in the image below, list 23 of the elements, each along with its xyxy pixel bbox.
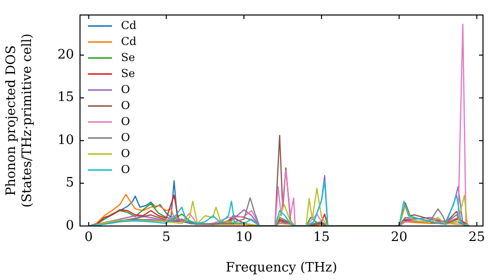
legend-label: Cd <box>121 34 136 48</box>
legend-label: O <box>121 98 130 112</box>
x-tick-label: 15 <box>313 230 330 246</box>
y-tick-label: 20 <box>57 48 74 63</box>
legend-label: Se <box>121 50 136 64</box>
x-tick-label: 25 <box>468 230 486 246</box>
x-tick-label: 5 <box>162 230 170 246</box>
legend-label: Cd <box>121 18 136 32</box>
y-axis-title: Phonon projected DOS (States/THz·primitive cell) <box>4 33 35 208</box>
x-tick-label: 10 <box>236 230 252 246</box>
legend-label: Se <box>121 66 136 80</box>
legend-label: O <box>121 82 130 96</box>
y-tick-label: 0 <box>66 218 74 234</box>
x-axis-title: Frequency (THz) <box>226 260 338 276</box>
legend-label: O <box>121 146 130 160</box>
x-tick-label: 20 <box>390 230 408 246</box>
y-tick-label: 10 <box>57 132 74 148</box>
legend-label: O <box>121 114 130 128</box>
y-tick-label: 5 <box>66 176 74 191</box>
y-tick-label: 15 <box>57 90 74 106</box>
x-tick-label: 0 <box>84 230 93 246</box>
legend-label: O <box>121 162 130 176</box>
legend-label: O <box>121 130 130 144</box>
